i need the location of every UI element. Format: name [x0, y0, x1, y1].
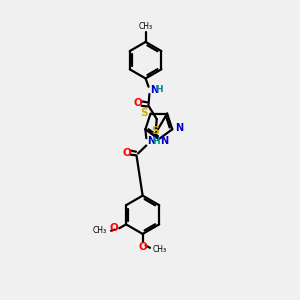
Text: N: N	[160, 136, 168, 146]
Text: CH₃: CH₃	[153, 245, 167, 254]
Text: H: H	[155, 85, 163, 94]
Text: N: N	[150, 85, 158, 94]
Text: O: O	[123, 148, 131, 158]
Text: H: H	[152, 136, 160, 146]
Text: N: N	[175, 124, 183, 134]
Text: N: N	[147, 136, 155, 146]
Text: O: O	[138, 242, 147, 252]
Text: S: S	[140, 108, 148, 118]
Text: CH₃: CH₃	[93, 226, 107, 235]
Text: O: O	[134, 98, 142, 109]
Text: CH₃: CH₃	[139, 22, 153, 31]
Text: S: S	[151, 126, 159, 136]
Text: O: O	[109, 224, 118, 233]
